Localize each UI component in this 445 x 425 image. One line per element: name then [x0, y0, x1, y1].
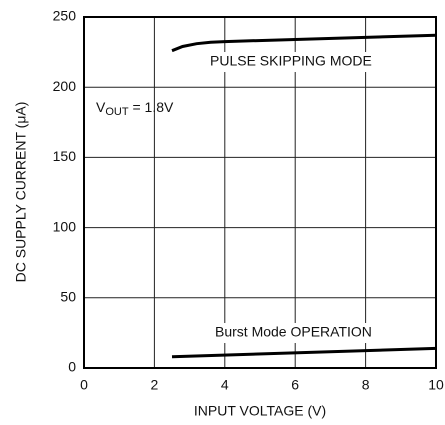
- annotation-part: V: [96, 99, 106, 115]
- x-tick-label: 10: [428, 377, 444, 393]
- y-tick-label: 0: [68, 359, 76, 375]
- x-tick-label: 8: [362, 377, 370, 393]
- x-tick-label: 6: [291, 377, 299, 393]
- y-tick-label: 50: [60, 289, 76, 305]
- x-tick-label: 0: [80, 377, 88, 393]
- y-tick-label: 100: [53, 218, 77, 234]
- plot-frame: [83, 16, 437, 369]
- y-tick-label: 250: [53, 8, 77, 24]
- x-tick-label: 2: [151, 377, 159, 393]
- series-label: PULSE SKIPPING MODE: [210, 53, 372, 69]
- y-tick-label: 200: [53, 78, 77, 94]
- line-series: [171, 346, 437, 359]
- line-series: [171, 33, 437, 53]
- x-axis-label: INPUT VOLTAGE (V): [194, 403, 326, 419]
- annotation-part: = 1.8V: [129, 99, 174, 115]
- annotation-sub: OUT: [105, 106, 129, 118]
- x-tick-label: 4: [221, 377, 229, 393]
- y-tick-label: 150: [53, 148, 77, 164]
- series-label: Burst Mode OPERATION: [215, 324, 372, 340]
- y-axis-label: DC SUPPLY CURRENT (μA): [13, 102, 29, 283]
- label-background: [206, 52, 376, 72]
- annotation: VOUT = 1.8V: [96, 99, 174, 118]
- label-background: [211, 323, 376, 343]
